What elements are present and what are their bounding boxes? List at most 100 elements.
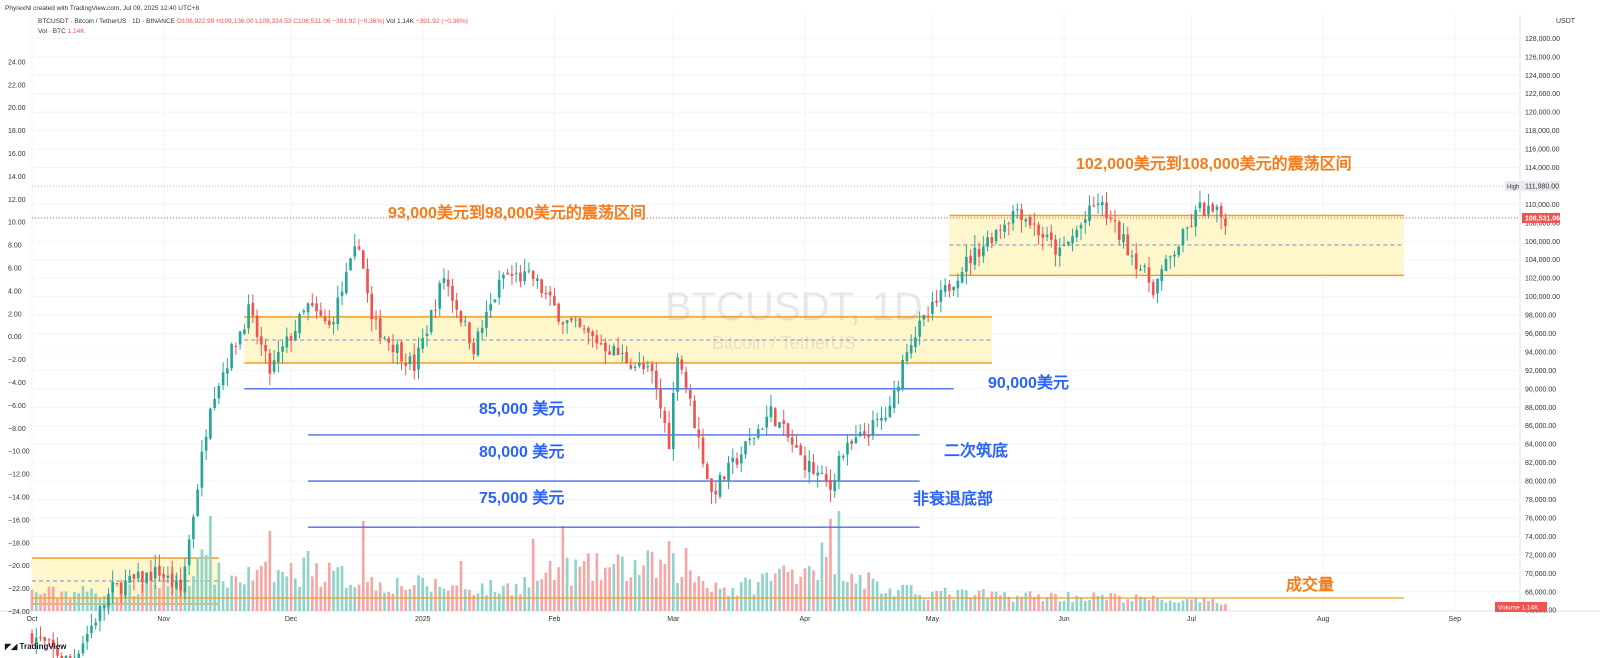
candle-body: [773, 408, 777, 427]
left-tick-label: 14.00: [8, 174, 26, 181]
axes-layer: 66,000.0068,000.0070,000.0072,000.0074,0…: [8, 36, 1560, 623]
candle-body: [213, 399, 216, 409]
candle-body: [1130, 255, 1134, 257]
volume-bar: [136, 594, 140, 611]
candle-body: [272, 360, 276, 372]
symbol-legend[interactable]: BTCUSDT · Bitcoin / TetherUS · 1D · BINA…: [38, 18, 468, 25]
volume-bar: [1020, 596, 1023, 611]
volume-bar: [897, 590, 900, 611]
volume-bar: [200, 549, 204, 611]
left-tick-label: 8.00: [8, 243, 22, 250]
volume-bar: [616, 554, 620, 611]
candle-body: [799, 445, 803, 456]
candle-body: [64, 655, 68, 658]
candle-body: [888, 405, 892, 417]
volume-bar: [1185, 598, 1189, 611]
candle-body: [1032, 223, 1036, 225]
candle-body: [170, 573, 174, 587]
volume-bar: [1007, 596, 1011, 611]
volume-bar: [43, 593, 47, 611]
candle-body: [281, 346, 284, 352]
volume-bar: [323, 581, 327, 611]
candle-body: [366, 268, 369, 294]
candle-body: [1007, 223, 1011, 225]
volume-bar: [277, 570, 280, 611]
volume-bar: [446, 590, 450, 611]
volume-bar: [391, 593, 395, 611]
time-tick-label: Apr: [800, 616, 812, 623]
price-tick-label: 86,000.00: [1525, 423, 1556, 430]
volume-bar: [591, 580, 594, 611]
volume-bar: [1160, 600, 1164, 611]
volume-bar: [986, 597, 989, 611]
candle-body: [684, 371, 688, 388]
volume-bar: [417, 575, 420, 611]
candle-body: [1219, 205, 1223, 217]
price-tick-label: 100,000.00: [1525, 294, 1560, 301]
volume-bar: [892, 596, 896, 611]
candle-body: [1190, 226, 1193, 228]
candle-body: [527, 270, 531, 272]
price-tick-label: 114,000.00: [1525, 165, 1560, 172]
volume-bar: [310, 576, 314, 611]
volume-bar: [1211, 599, 1215, 611]
volume-bar: [1147, 600, 1151, 611]
candle-body: [451, 285, 454, 301]
volume-bar: [344, 587, 348, 611]
candle-body: [230, 344, 233, 369]
candle-body: [531, 270, 535, 280]
candle-body: [693, 400, 696, 429]
candle-body: [1041, 233, 1045, 238]
annotation-level-85k: 85,000 美元: [479, 401, 565, 418]
volume-legend-value: 1.14K: [67, 28, 85, 35]
volume-bar: [812, 570, 815, 611]
volume-bar: [493, 592, 497, 611]
volume-legend[interactable]: Vol · BTC 1.14K: [38, 28, 85, 35]
candle-body: [425, 333, 429, 337]
volume-bar: [204, 555, 208, 611]
volume-bar: [60, 591, 64, 611]
candle-body: [965, 256, 968, 272]
candle-body: [1143, 265, 1147, 268]
volume-bar: [268, 531, 272, 611]
volume-bar: [625, 580, 628, 611]
volume-bar: [807, 565, 811, 611]
volume-bar: [272, 582, 276, 611]
left-tick-label: −20.00: [8, 563, 30, 570]
candle-body: [807, 460, 811, 473]
volume-bar: [739, 582, 743, 611]
candle-body: [1168, 256, 1172, 258]
price-tick-label: 76,000.00: [1525, 515, 1556, 522]
candle-body: [1109, 217, 1113, 219]
left-tick-label: −10.00: [8, 449, 30, 456]
left-tick-label: 10.00: [8, 220, 26, 227]
candle-body: [591, 331, 594, 337]
price-tick-label: 108,000.00: [1525, 220, 1560, 227]
volume-bar: [489, 579, 493, 611]
volume-bar: [404, 589, 408, 611]
volume-bar: [646, 550, 650, 611]
volume-bar: [756, 581, 760, 611]
left-tick-label: 18.00: [8, 128, 26, 135]
candle-body: [1134, 253, 1138, 270]
tradingview-logo[interactable]: ◤◢ TradingView: [5, 642, 67, 651]
candle-body: [812, 462, 815, 474]
volume-bar: [1164, 602, 1168, 611]
volume-bar: [778, 568, 781, 611]
volume-bar: [820, 542, 824, 611]
volume-bar: [769, 580, 773, 611]
volume-bar: [587, 553, 590, 611]
volume-bar: [1032, 596, 1036, 611]
candle-body: [705, 464, 709, 480]
annotation-level-75k: 75,000 美元: [479, 490, 565, 507]
candle-body: [1122, 234, 1125, 243]
candle-body: [51, 639, 55, 648]
volume-bar: [294, 578, 297, 611]
candle-body: [77, 653, 81, 658]
candle-body: [918, 320, 921, 337]
volume-bar: [434, 578, 437, 611]
volume-bar: [1130, 601, 1134, 611]
candle-body: [871, 420, 875, 436]
candle-body: [999, 229, 1002, 231]
time-tick-label: May: [926, 616, 940, 623]
